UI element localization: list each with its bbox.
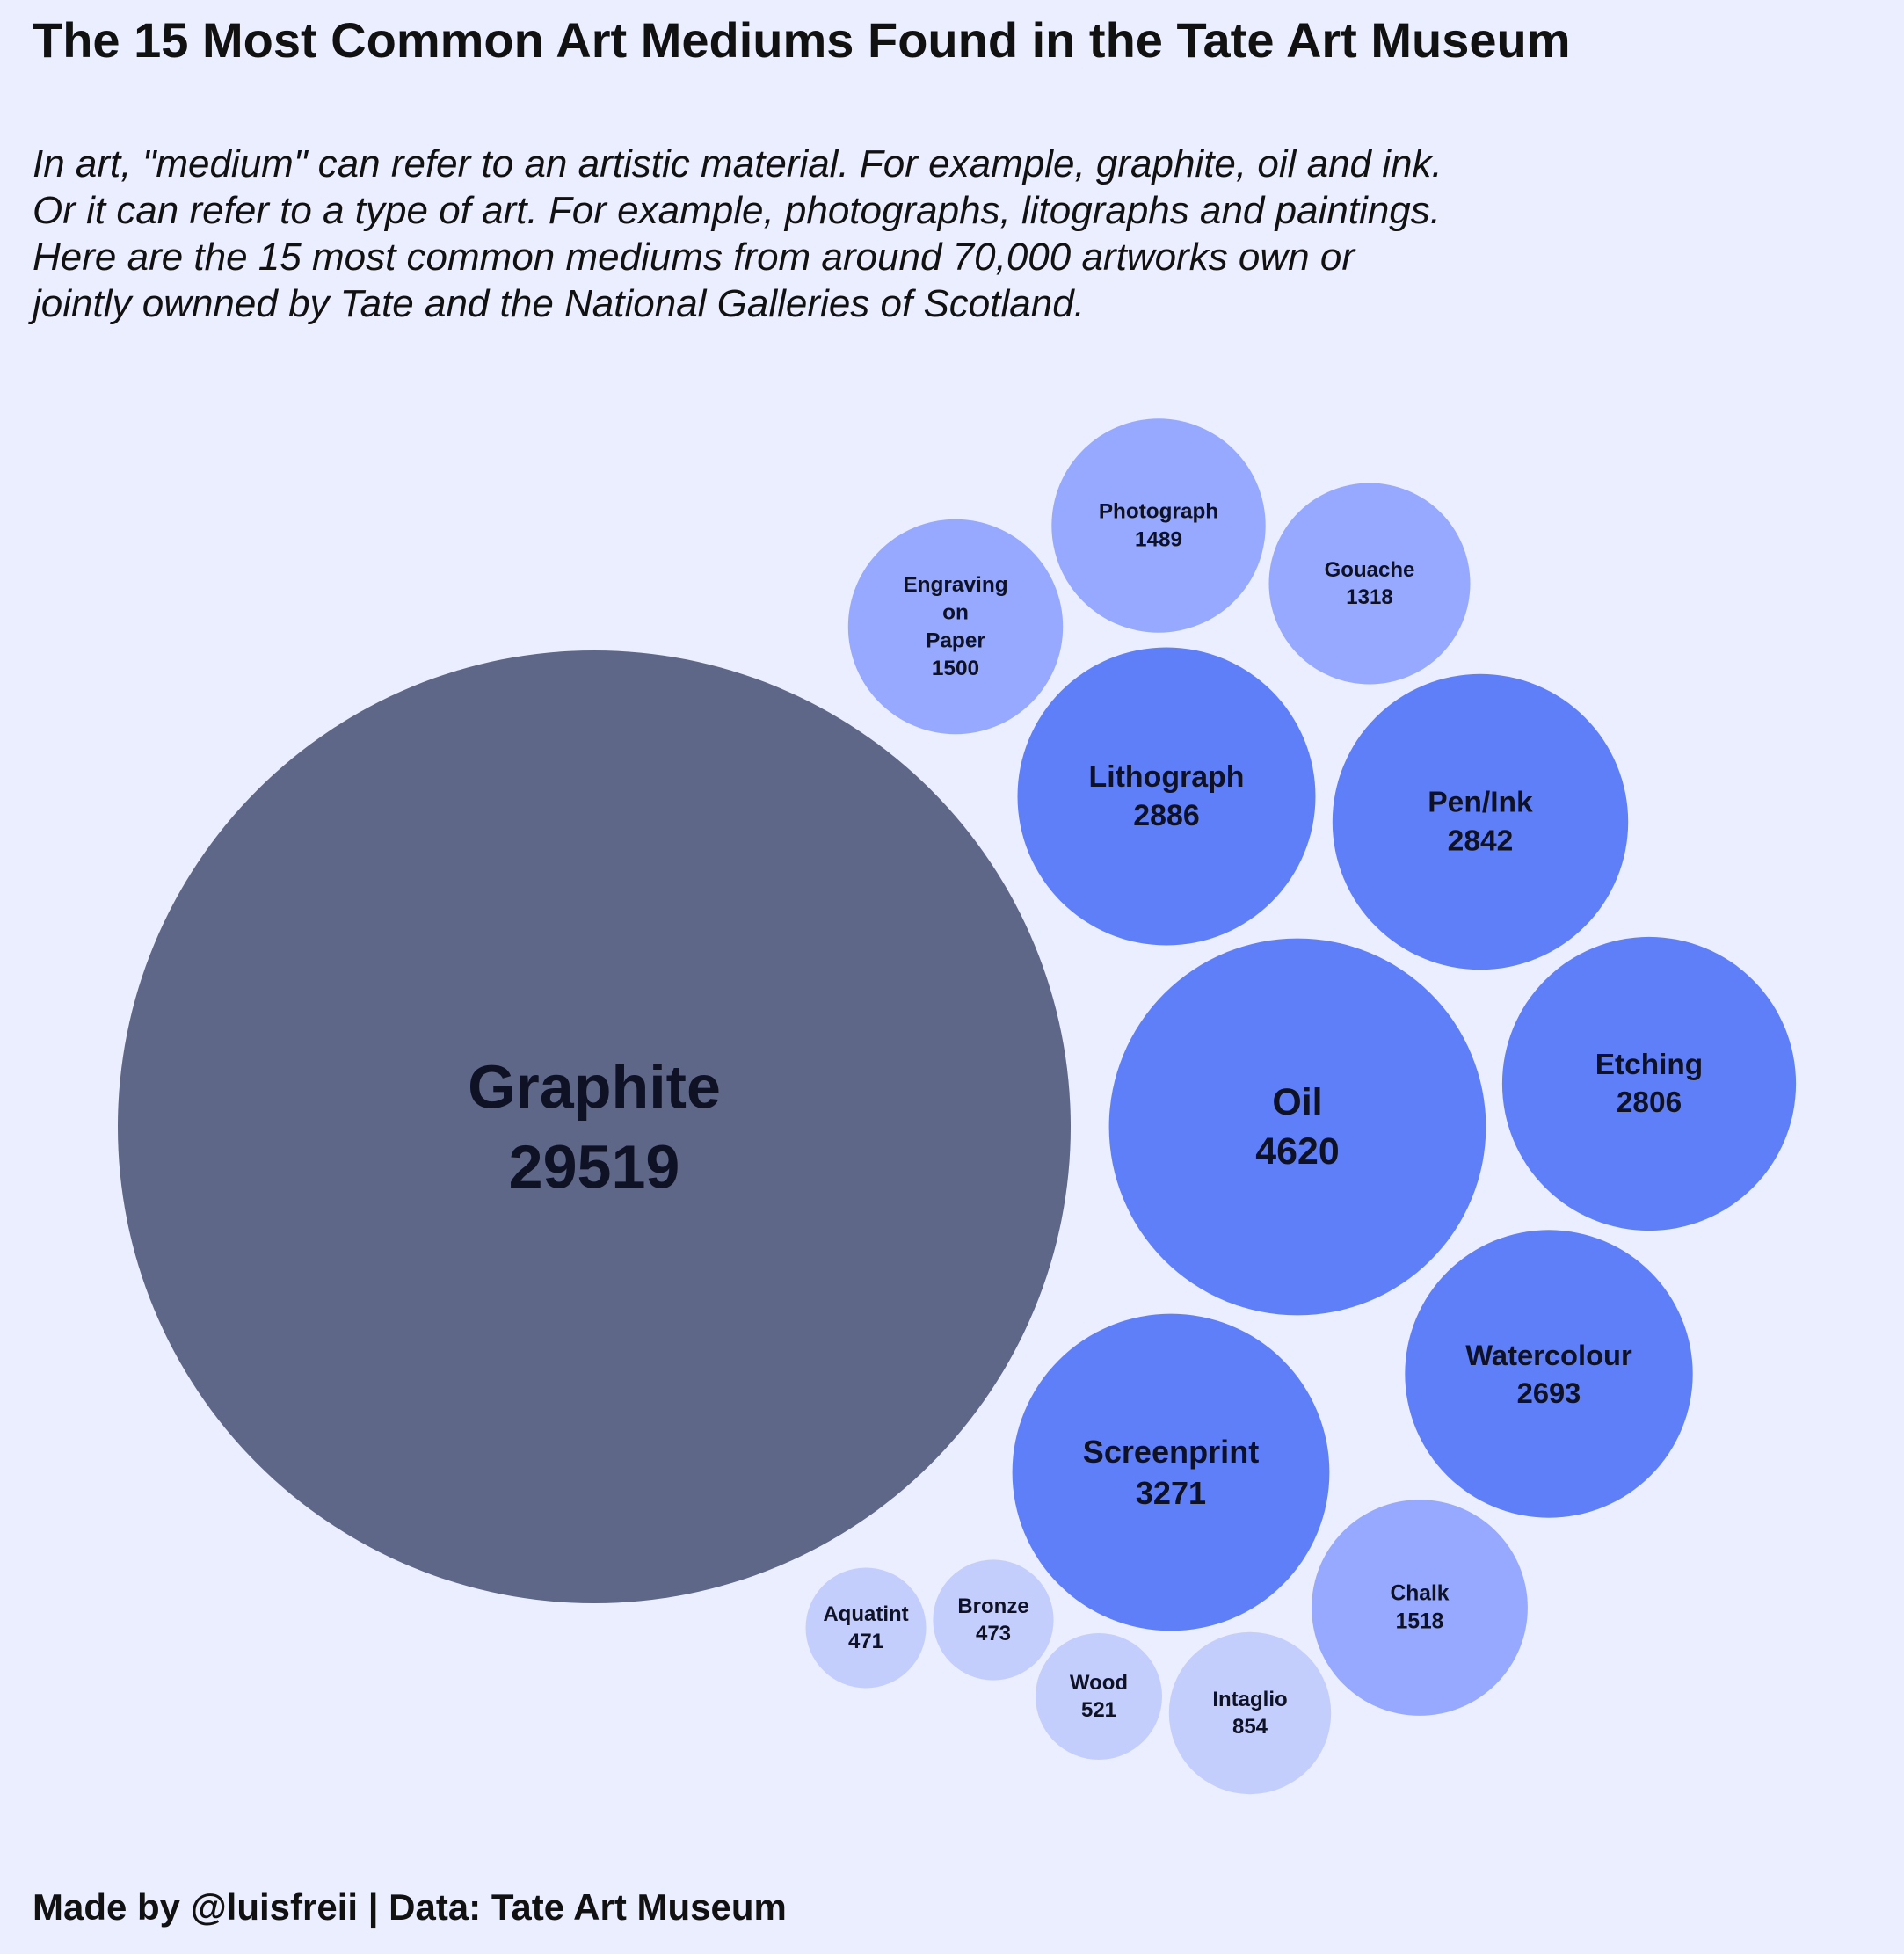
bubble-label-wood: Wood xyxy=(1070,1671,1128,1695)
subtitle-line-4: jointly ownned by Tate and the National … xyxy=(33,282,1085,325)
bubble-value-wood: 521 xyxy=(1081,1698,1116,1722)
bubble-label-intaglio: Intaglio xyxy=(1212,1688,1287,1711)
bubble-label-gouache: Gouache xyxy=(1325,558,1415,582)
bubble-engraving-on-paper: Engraving on Paper 1500 xyxy=(847,519,1064,735)
bubble-circle-wood xyxy=(1036,1633,1162,1760)
bubble-circle-oil xyxy=(1108,938,1486,1316)
bubble-label-bronze: Bronze xyxy=(957,1594,1028,1618)
bubble-photograph: Photograph 1489 xyxy=(1051,418,1266,633)
bubble-value-oil: 4620 xyxy=(1255,1130,1339,1173)
chart-title: The 15 Most Common Art Mediums Found in … xyxy=(33,12,1571,68)
bubble-label-oil: Oil xyxy=(1272,1081,1322,1123)
bubble-bronze: Bronze 473 xyxy=(933,1559,1054,1681)
bubble-value-chalk: 1518 xyxy=(1396,1610,1444,1634)
bubble-label-engraving-on-paper: Engraving xyxy=(903,573,1007,597)
bubble-value-graphite: 29519 xyxy=(509,1133,680,1202)
bubble-gouache: Gouache 1318 xyxy=(1268,483,1471,685)
subtitle-line-1: In art, "medium" can refer to an artisti… xyxy=(33,142,1443,185)
bubble-watercolour: Watercolour 2693 xyxy=(1405,1230,1693,1518)
bubble-label-graphite: Graphite xyxy=(468,1053,721,1122)
bubble-aquatint: Aquatint 471 xyxy=(805,1567,927,1689)
chart-subtitle: In art, "medium" can refer to an artisti… xyxy=(33,141,1835,327)
bubble-lithograph: Lithograph 2886 xyxy=(1017,647,1316,946)
bubble-wood: Wood 521 xyxy=(1036,1633,1162,1760)
bubble-value-lithograph: 2886 xyxy=(1133,799,1199,832)
bubble-value-gouache: 1318 xyxy=(1346,585,1392,609)
bubble-graphite: Graphite 29519 xyxy=(118,650,1071,1603)
bubble-circle-chalk xyxy=(1312,1500,1528,1716)
bubble-label-pen-ink: Pen/Ink xyxy=(1428,787,1533,819)
bubble-circle-engraving-on-paper xyxy=(847,519,1064,735)
bubble-circle-aquatint xyxy=(805,1567,927,1689)
bubble-value-pen-ink: 2842 xyxy=(1448,824,1514,857)
bubble-value-screenprint: 3271 xyxy=(1136,1475,1206,1511)
bubble-circle-watercolour xyxy=(1405,1230,1693,1518)
bubble-chalk: Chalk 1518 xyxy=(1312,1500,1528,1716)
bubble-value-bronze: 473 xyxy=(976,1622,1011,1645)
bubble-value-etching: 2806 xyxy=(1617,1086,1682,1119)
bubble-oil: Oil 4620 xyxy=(1108,938,1486,1316)
bubble-circle-gouache xyxy=(1268,483,1471,685)
bubble-label-photograph: Photograph xyxy=(1099,500,1218,524)
chart-caption: Made by @luisfreii | Data: Tate Art Muse… xyxy=(33,1886,787,1928)
bubble-label-aquatint: Aquatint xyxy=(823,1602,908,1626)
bubble-label-screenprint: Screenprint xyxy=(1083,1434,1260,1470)
bubble-circle-screenprint xyxy=(1012,1313,1330,1631)
bubble-pen-ink: Pen/Ink 2842 xyxy=(1332,673,1629,970)
bubble-label-engraving-on-paper: Paper xyxy=(926,628,985,652)
bubble-label-etching: Etching xyxy=(1595,1049,1703,1081)
bubble-circle-intaglio xyxy=(1168,1631,1332,1795)
bubble-label-lithograph: Lithograph xyxy=(1089,760,1245,794)
bubble-circle-photograph xyxy=(1051,418,1266,633)
bubble-screenprint: Screenprint 3271 xyxy=(1012,1313,1330,1631)
bubble-intaglio: Intaglio 854 xyxy=(1168,1631,1332,1795)
bubble-label-engraving-on-paper: on xyxy=(942,601,969,625)
subtitle-line-2: Or it can refer to a type of art. For ex… xyxy=(33,189,1441,232)
bubble-value-photograph: 1489 xyxy=(1135,527,1182,551)
bubble-label-watercolour: Watercolour xyxy=(1465,1339,1632,1371)
bubble-value-aquatint: 471 xyxy=(848,1630,883,1653)
bubble-circle-graphite xyxy=(118,650,1071,1603)
subtitle-line-3: Here are the 15 most common mediums from… xyxy=(33,236,1355,279)
bubble-circle-bronze xyxy=(933,1559,1054,1681)
bubble-value-engraving-on-paper: 1500 xyxy=(932,657,979,680)
bubble-circle-lithograph xyxy=(1017,647,1316,946)
bubble-value-watercolour: 2693 xyxy=(1517,1377,1581,1409)
bubble-circle-etching xyxy=(1501,936,1797,1231)
bubble-etching: Etching 2806 xyxy=(1501,936,1797,1231)
bubble-circle-pen-ink xyxy=(1332,673,1629,970)
bubble-value-intaglio: 854 xyxy=(1232,1715,1268,1739)
bubble-label-chalk: Chalk xyxy=(1391,1582,1450,1606)
